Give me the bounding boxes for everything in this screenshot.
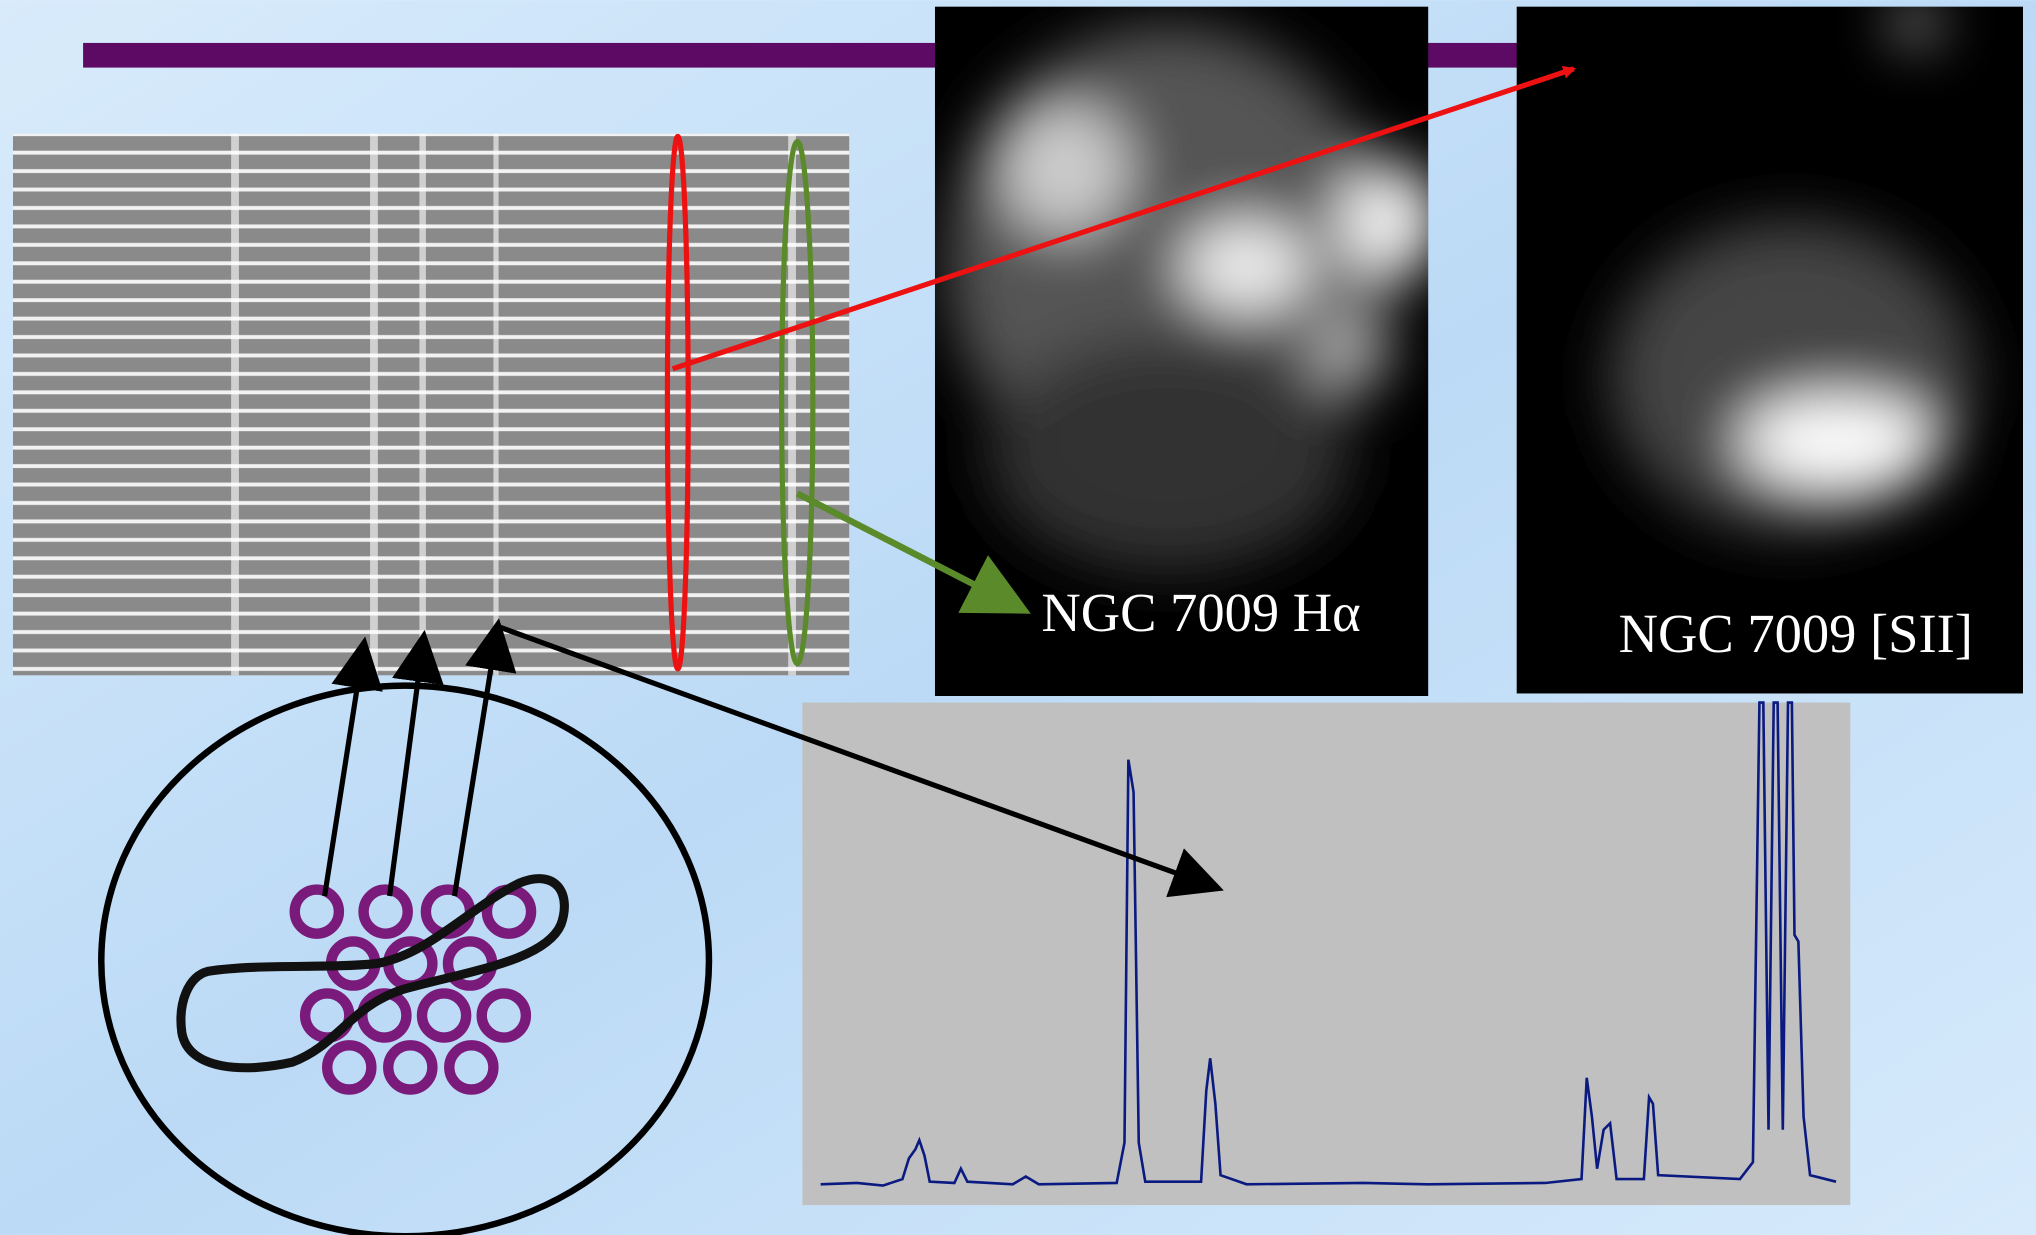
halpha-label: NGC 7009 Hα [1041, 582, 1360, 643]
page: NGC 7009 Hα NGC 7009 [SII] (() => { cons… [0, 0, 2036, 1235]
slide: NGC 7009 Hα NGC 7009 [SII] [0, 0, 2036, 1235]
sii-image: NGC 7009 [SII] [1517, 5, 2023, 693]
spectrum-panel [802, 703, 1850, 1206]
fiber-image [13, 134, 849, 675]
halpha-image: NGC 7009 Hα [935, 7, 1441, 696]
sii-label: NGC 7009 [SII] [1619, 603, 1973, 664]
